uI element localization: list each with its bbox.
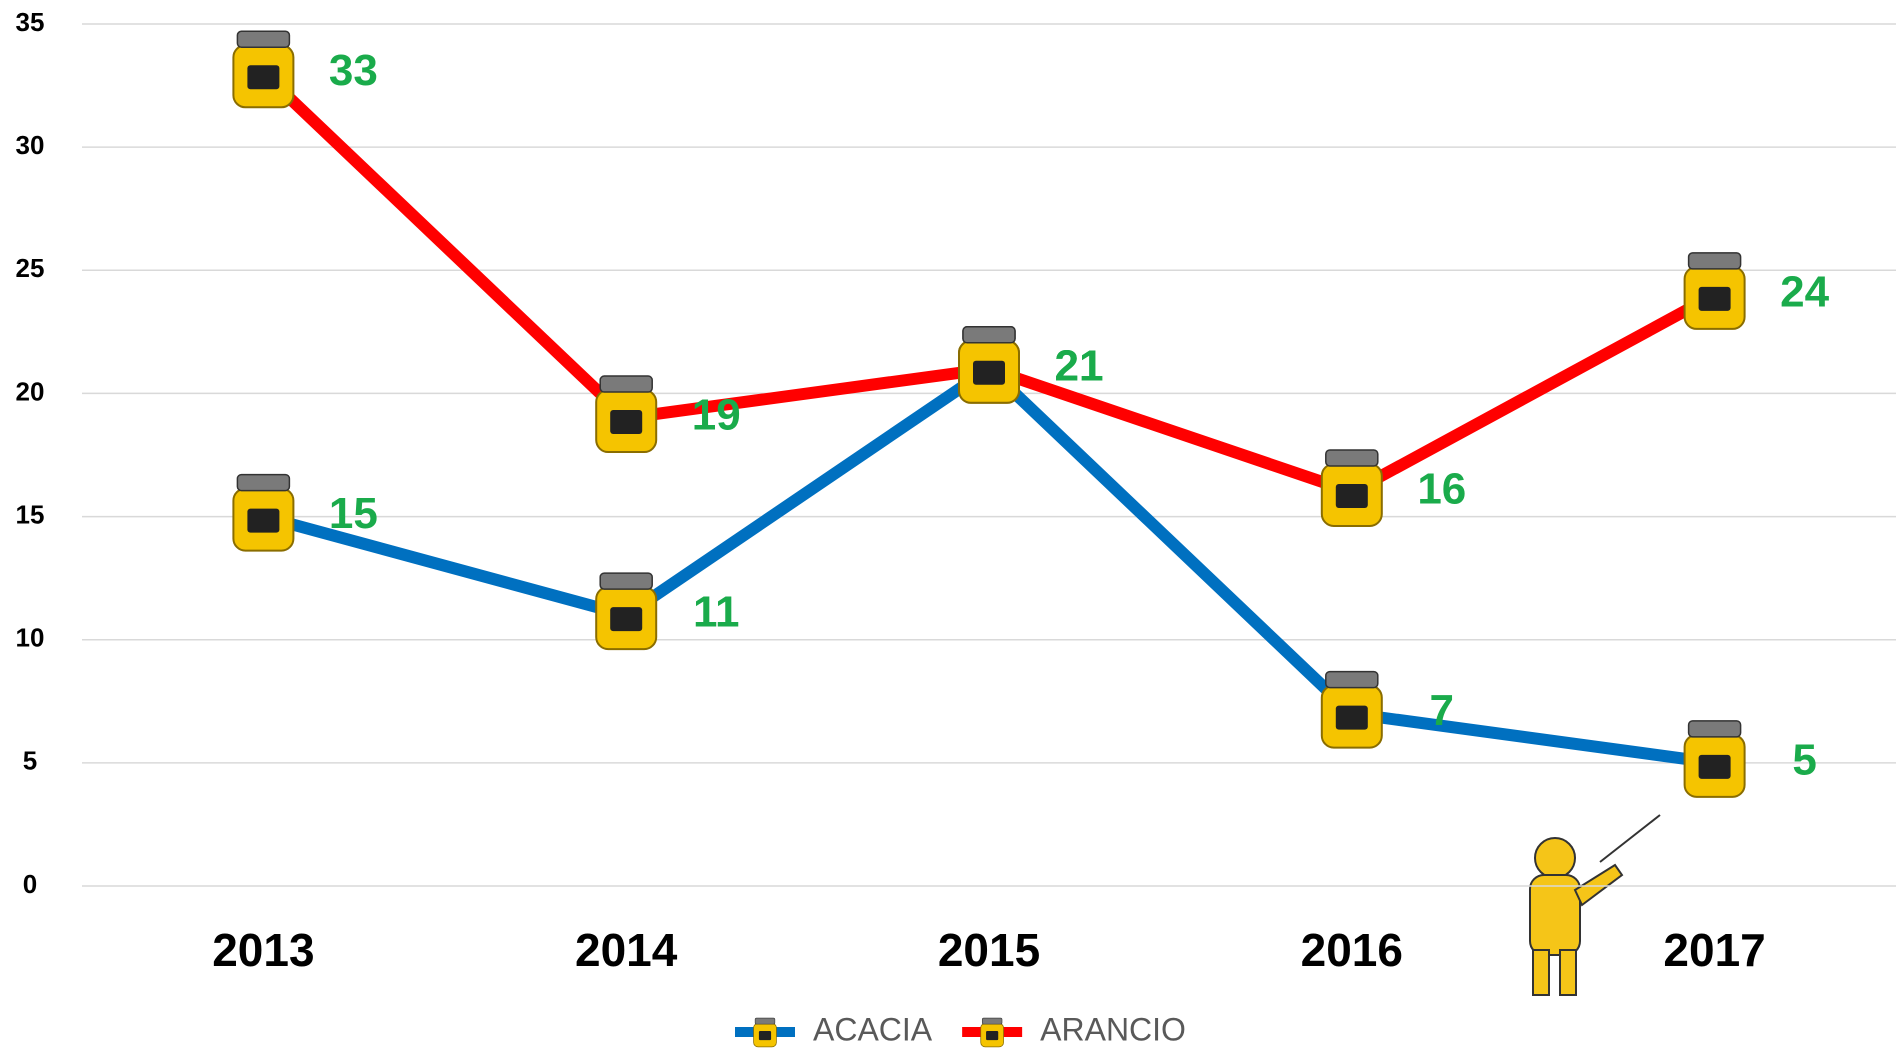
beekeeper [1529, 814, 1661, 996]
jar-label [247, 508, 280, 533]
data-label: 16 [1417, 465, 1466, 514]
legend-jar [980, 1017, 1004, 1048]
y-tick-label: 10 [16, 623, 45, 653]
data-label: 21 [1055, 341, 1104, 390]
jar-label [610, 607, 643, 632]
jar-label [247, 65, 280, 90]
jar-lid [599, 375, 653, 393]
data-label: 24 [1780, 268, 1829, 317]
x-tick-label: 2013 [212, 924, 314, 976]
x-tick-label: 2017 [1663, 924, 1765, 976]
jar-marker [1683, 252, 1746, 330]
jar-label [973, 360, 1005, 385]
series-line [261, 362, 1716, 769]
legend-label: ARANCIO [1040, 1011, 1186, 1047]
jar-label [1335, 483, 1368, 508]
jar-marker [1683, 720, 1746, 798]
x-tick-label: 2015 [938, 924, 1040, 976]
jar-lid [599, 572, 653, 590]
data-label: 5 [1792, 735, 1816, 784]
jar-marker [232, 473, 295, 552]
jar-label [1698, 754, 1731, 779]
y-tick-label: 30 [16, 130, 45, 160]
data-label: 15 [329, 489, 378, 538]
y-tick-label: 5 [23, 746, 37, 776]
jar-lid [962, 326, 1016, 344]
jar-lid [236, 30, 291, 49]
jar-marker [232, 30, 295, 109]
jar-label [610, 410, 643, 435]
jar-marker [1320, 670, 1383, 749]
x-tick-label: 2016 [1301, 924, 1403, 976]
jar-lid [1325, 670, 1379, 689]
jar-lid [1325, 449, 1379, 467]
data-label: 33 [329, 46, 378, 95]
jar-lid [1687, 720, 1742, 738]
data-label: 21 [1055, 341, 1104, 390]
y-tick-label: 35 [16, 7, 45, 37]
data-label: 11 [693, 588, 740, 637]
series-line [259, 68, 1718, 498]
jar-lid [754, 1017, 776, 1025]
jar-marker [1320, 449, 1383, 527]
y-tick-label: 20 [16, 376, 45, 406]
data-label: 19 [692, 391, 741, 440]
legend-jar [753, 1017, 777, 1048]
x-tick-label: 2014 [575, 924, 678, 976]
jar-marker [958, 326, 1020, 404]
legend-label: ACACIA [813, 1011, 933, 1047]
jar-lid [981, 1017, 1003, 1025]
jar-label [1335, 705, 1368, 730]
jar-lid [1687, 252, 1742, 270]
y-tick-label: 15 [16, 499, 45, 529]
jar-marker [595, 375, 658, 454]
jar-marker [595, 572, 658, 651]
y-tick-label: 0 [23, 869, 37, 899]
jar-lid [236, 473, 291, 492]
jar-label [1698, 286, 1731, 311]
data-label: 7 [1430, 686, 1454, 735]
jar-label [986, 1030, 999, 1041]
jar-label [758, 1030, 772, 1041]
y-tick-label: 25 [16, 253, 45, 283]
